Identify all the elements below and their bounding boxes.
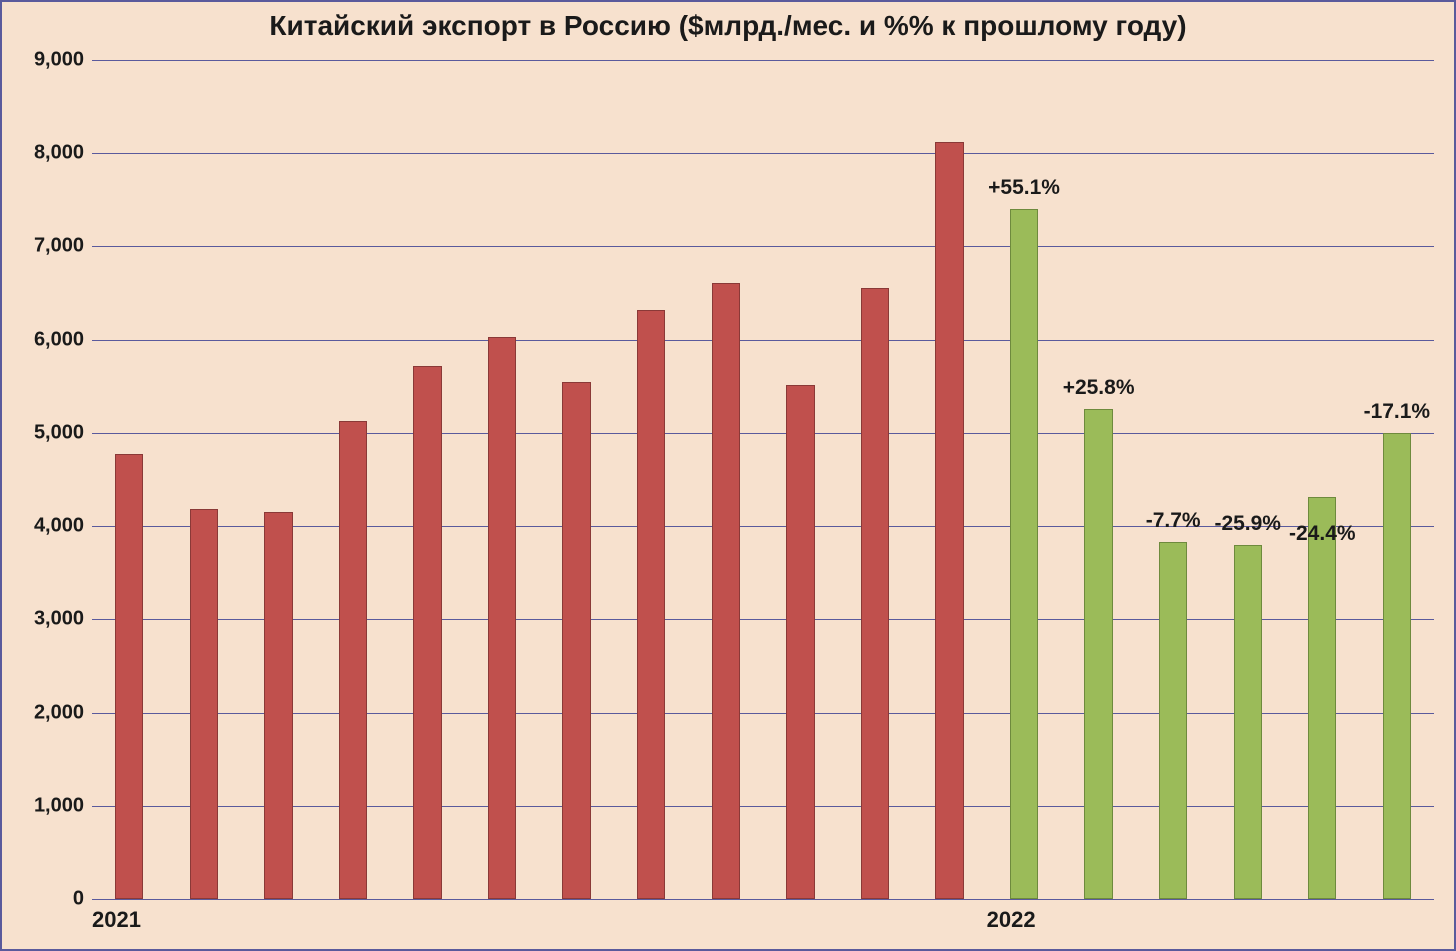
y-tick-label: 7,000 [34,235,92,258]
bar-slot: +25.8% [1061,60,1136,899]
y-tick-label: 1,000 [34,794,92,817]
x-axis-label: 2021 [92,907,141,933]
bar [1084,409,1112,899]
bar [1383,433,1411,899]
bar-slot [614,60,689,899]
plot-area: +55.1%+25.8%-7.7%-25.9%-24.4%-17.1% 01,0… [92,60,1434,899]
bar [264,512,292,899]
bar-slot [92,60,167,899]
y-tick-label: 5,000 [34,421,92,444]
bar [1159,542,1187,899]
bars-container: +55.1% +25.8% -7.7% -25.9% -24.4% -17.1% [92,60,1434,899]
bar [562,382,590,899]
bar-data-label: -25.9% [1214,512,1281,536]
bar-data-label: +55.1% [988,176,1060,200]
grid-line [92,899,1434,900]
y-tick-label: 6,000 [34,328,92,351]
bar-slot: -17.1% [1360,60,1435,899]
y-tick-label: 0 [73,888,92,911]
chart-title: Китайский экспорт в Россию ($млрд./мес. … [2,10,1454,42]
bar-data-label: -7.7% [1146,509,1201,533]
bar-data-label: +25.8% [1063,376,1135,400]
bar-slot: -25.9% [1210,60,1285,899]
bar-slot [390,60,465,899]
bar [339,421,367,899]
x-axis-label: 2022 [987,907,1036,933]
bar [413,366,441,899]
bar [488,337,516,899]
bar-slot: -7.7% [1136,60,1211,899]
bar-slot [912,60,987,899]
bar-slot: -24.4% [1285,60,1360,899]
bar-slot [763,60,838,899]
bar-data-label: -24.4% [1289,522,1356,546]
bar-slot: +55.1% [987,60,1062,899]
y-tick-label: 9,000 [34,49,92,72]
bar [935,142,963,899]
bar-slot [167,60,242,899]
bar [637,310,665,899]
bar [861,288,889,899]
bar [1234,545,1262,899]
y-tick-label: 4,000 [34,515,92,538]
bar [1308,497,1336,899]
y-tick-label: 8,000 [34,142,92,165]
chart-frame: Китайский экспорт в Россию ($млрд./мес. … [0,0,1456,951]
y-tick-label: 2,000 [34,701,92,724]
bar-slot [241,60,316,899]
y-tick-label: 3,000 [34,608,92,631]
bar-slot [316,60,391,899]
bar [190,509,218,899]
bar-data-label: -17.1% [1364,400,1431,424]
bar [712,283,740,899]
bar-slot [539,60,614,899]
bar [1010,209,1038,899]
bar-slot [689,60,764,899]
bar-slot [838,60,913,899]
bar [115,454,143,899]
bar-slot [465,60,540,899]
bar [786,385,814,899]
